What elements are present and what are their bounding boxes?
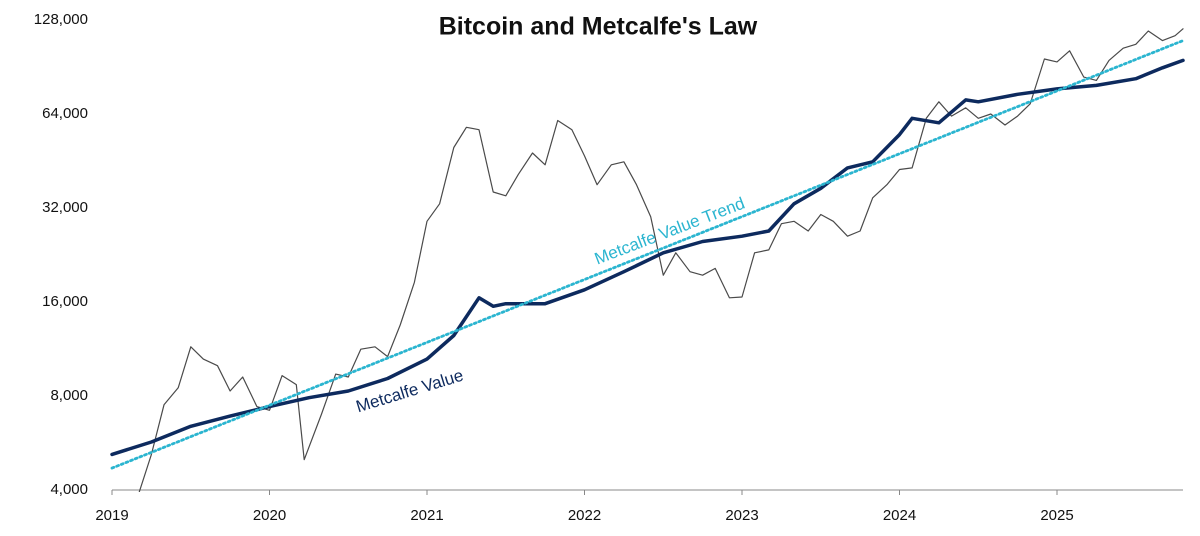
chart-title: Bitcoin and Metcalfe's Law: [439, 13, 758, 41]
x-tick-label: 2019: [95, 507, 128, 524]
x-tick-label: 2025: [1040, 507, 1073, 524]
series-line: [110, 39, 1185, 470]
series-line: [110, 58, 1185, 457]
x-tick-label: 2020: [253, 507, 286, 524]
annotation: Metcalfe Value Trend: [592, 194, 748, 269]
y-tick-label: 4,000: [50, 481, 88, 498]
x-tick-label: 2021: [410, 507, 443, 524]
y-tick-label: 8,000: [50, 387, 88, 404]
y-tick-label: 16,000: [42, 293, 88, 310]
y-tick-label: 64,000: [42, 105, 88, 122]
series-line: [138, 28, 1184, 492]
y-tick-label: 128,000: [34, 11, 88, 28]
x-tick-label: 2024: [883, 507, 916, 524]
plot-area: [110, 28, 1185, 492]
x-tick-label: 2022: [568, 507, 601, 524]
y-tick-label: 32,000: [42, 199, 88, 216]
x-tick-label: 2023: [725, 507, 758, 524]
annotation: Metcalfe Value: [354, 366, 466, 417]
